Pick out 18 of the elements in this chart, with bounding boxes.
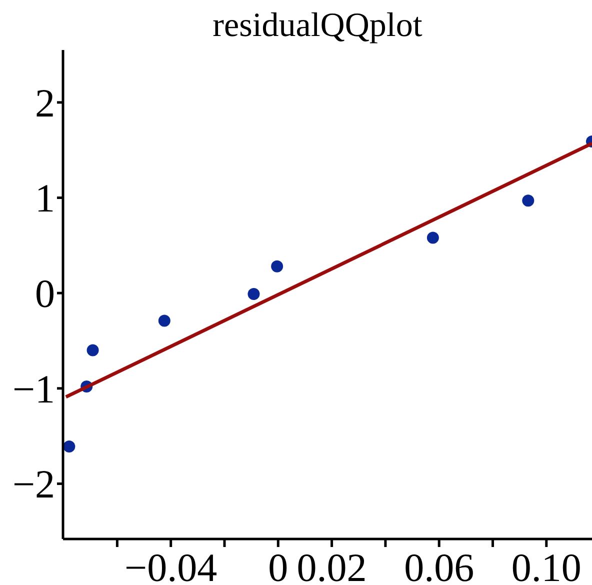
x-tick-label: 0.06	[404, 545, 474, 585]
x-tick-label: 0.02	[296, 545, 367, 585]
point	[63, 440, 76, 453]
x-tick-label: 0	[268, 545, 288, 585]
y-tick-label: 1	[35, 176, 55, 221]
x-tick-label: 0.10	[511, 545, 582, 585]
y-tick-label: −1	[12, 366, 55, 412]
point	[158, 314, 170, 327]
y-tick-label: 2	[35, 80, 55, 126]
y-tick-label: 0	[35, 271, 55, 316]
x-tick-label: −0.04	[124, 545, 218, 585]
point	[248, 288, 260, 300]
point	[86, 344, 99, 356]
point	[522, 194, 534, 207]
point	[426, 232, 439, 244]
y-tick-label: −2	[12, 462, 55, 507]
chart-title: residualQQplot	[212, 7, 423, 44]
point	[271, 260, 284, 272]
